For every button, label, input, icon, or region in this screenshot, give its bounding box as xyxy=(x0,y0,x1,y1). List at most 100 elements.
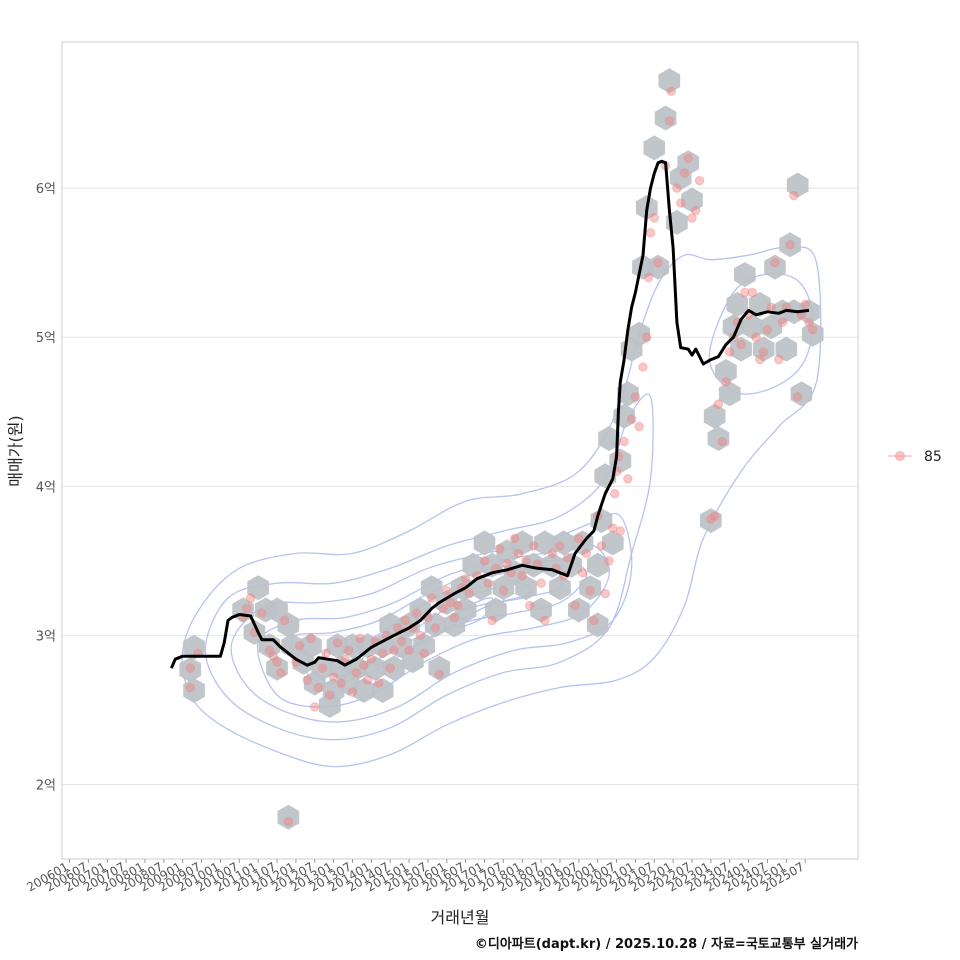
data-point xyxy=(675,198,686,208)
data-point xyxy=(740,287,750,298)
data-point xyxy=(483,578,494,588)
hexbin xyxy=(801,321,824,347)
data-point xyxy=(789,190,799,201)
hexbin xyxy=(700,508,722,534)
hexbin xyxy=(530,597,552,623)
data-point xyxy=(596,541,607,551)
data-point xyxy=(762,324,773,335)
hexbin xyxy=(371,678,394,703)
hexbin xyxy=(715,359,737,384)
data-point xyxy=(747,287,758,298)
data-point xyxy=(347,687,358,697)
hexbin xyxy=(515,575,537,601)
density-contour xyxy=(230,512,633,723)
data-point xyxy=(589,615,599,626)
data-point xyxy=(649,213,660,223)
hexbin xyxy=(741,314,764,340)
data-point xyxy=(494,544,505,554)
hexbin xyxy=(485,597,507,623)
data-point xyxy=(623,474,633,484)
data-point xyxy=(449,612,460,623)
data-point xyxy=(453,600,463,611)
data-point xyxy=(770,257,780,268)
data-point xyxy=(600,588,611,599)
data-point xyxy=(717,436,727,447)
data-point xyxy=(634,421,644,432)
hexbin xyxy=(598,426,620,452)
data-point xyxy=(672,183,682,193)
hexbin xyxy=(473,530,496,556)
data-point xyxy=(736,339,746,350)
data-point xyxy=(438,603,448,614)
hexbin xyxy=(586,612,609,638)
data-point xyxy=(638,362,648,372)
hexbin xyxy=(534,530,556,556)
data-point xyxy=(502,559,512,569)
y-tick-label: 3억 xyxy=(36,629,56,644)
data-point xyxy=(773,354,784,365)
hexbin xyxy=(654,105,677,131)
data-point xyxy=(325,690,335,700)
data-point xyxy=(521,556,531,566)
data-point xyxy=(562,553,573,563)
data-point xyxy=(540,615,550,626)
plot-panel xyxy=(61,41,859,860)
data-point xyxy=(626,414,637,424)
hexbin xyxy=(703,403,726,429)
hexbin xyxy=(353,678,375,703)
data-point xyxy=(400,615,411,626)
hexbin xyxy=(764,254,786,280)
data-point xyxy=(185,663,196,673)
hexbin xyxy=(647,254,669,280)
data-point xyxy=(577,567,588,578)
hexbin xyxy=(379,612,401,638)
data-point xyxy=(377,648,388,659)
hexbin xyxy=(300,633,322,659)
data-point xyxy=(426,593,437,603)
hexbin xyxy=(568,597,590,623)
data-point xyxy=(362,675,373,685)
data-point xyxy=(721,377,731,387)
hexbin xyxy=(428,655,451,681)
hexbin xyxy=(586,552,609,578)
hexbin xyxy=(786,172,809,198)
hexbin xyxy=(413,633,435,659)
data-point xyxy=(185,682,196,693)
hexbin xyxy=(549,575,571,601)
hexbin xyxy=(677,150,700,176)
data-point xyxy=(777,317,788,328)
data-point xyxy=(517,570,528,581)
data-point xyxy=(609,488,620,499)
data-point xyxy=(434,669,445,679)
data-point xyxy=(445,597,456,608)
y-axis-ticks: 2억 3억 4억 5억 6억 xyxy=(36,182,56,793)
data-point xyxy=(653,257,663,268)
data-point xyxy=(257,608,267,618)
hexbin xyxy=(617,381,639,407)
hexbin xyxy=(579,575,601,601)
hexbin xyxy=(726,291,749,317)
hexbin xyxy=(722,314,745,340)
caption: ©디아파트(dapt.kr) / 2025.10.28 / 자료=국토교통부 실… xyxy=(475,936,858,952)
data-point xyxy=(807,324,818,335)
data-point xyxy=(415,630,426,641)
data-point xyxy=(581,548,592,559)
data-point xyxy=(687,213,697,223)
data-point xyxy=(643,272,654,283)
hexbin xyxy=(424,612,447,638)
data-point xyxy=(479,556,490,566)
data-point xyxy=(641,332,652,342)
data-point xyxy=(694,175,705,186)
hexbin xyxy=(707,426,730,452)
hexbin xyxy=(462,552,484,578)
data-point xyxy=(690,205,701,216)
data-point xyxy=(343,645,354,656)
data-point xyxy=(430,623,441,633)
data-point xyxy=(574,533,584,544)
data-point xyxy=(570,600,580,611)
data-point xyxy=(683,153,694,164)
hexbin xyxy=(552,530,575,556)
hexbin xyxy=(602,530,624,556)
moving-average-line xyxy=(170,159,810,669)
